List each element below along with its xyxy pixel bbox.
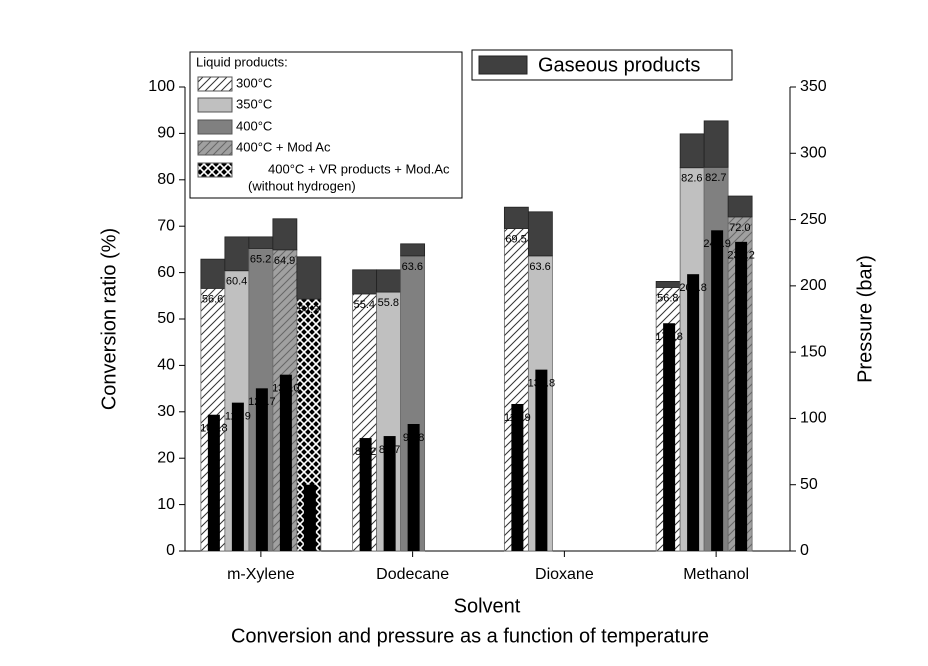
x-tick-label: Methanol xyxy=(683,566,749,583)
gas-bar xyxy=(224,236,250,272)
data-label: 64.9 xyxy=(274,255,295,267)
y-tick-label: 30 xyxy=(157,403,175,420)
x-tick-label: Dioxane xyxy=(535,566,594,583)
data-label: 55.8 xyxy=(378,297,399,309)
y-tick-label: 70 xyxy=(157,217,175,234)
y2-tick-label: 250 xyxy=(800,211,827,228)
y-tick-label: 90 xyxy=(157,125,175,142)
data-label: 63.6 xyxy=(529,261,550,273)
data-label: 82.7 xyxy=(705,172,726,184)
data-label: 60.4 xyxy=(226,276,247,288)
gas-legend-label: Gaseous products xyxy=(538,54,700,76)
data-label: 102.8 xyxy=(200,423,228,435)
pressure-bar xyxy=(535,369,548,551)
gas-bar xyxy=(352,269,378,295)
y2-tick-label: 300 xyxy=(800,145,827,162)
gas-bar xyxy=(296,256,322,300)
y-tick-label: 50 xyxy=(157,310,175,327)
data-label: 55.4 xyxy=(354,299,375,311)
pressure-bar xyxy=(231,402,244,551)
data-label: 72.0 xyxy=(729,222,750,234)
legend-swatch xyxy=(197,76,233,92)
data-label: 56.8 xyxy=(657,292,678,304)
gas-bar xyxy=(703,120,729,168)
gas-bar xyxy=(200,258,226,289)
gas-bar xyxy=(527,211,553,257)
data-label: 95.8 xyxy=(403,432,424,444)
y2-axis-title: Pressure (bar) xyxy=(854,255,876,383)
chart-title: Conversion and pressure as a function of… xyxy=(231,625,709,647)
gas-bar xyxy=(679,133,705,169)
pressure-bar xyxy=(687,274,700,551)
data-label: 136.8 xyxy=(528,378,556,390)
legend-swatch xyxy=(197,97,233,113)
data-label: 171.8 xyxy=(655,331,683,343)
pressure-bar xyxy=(359,438,372,551)
legend-swatch xyxy=(197,140,233,156)
data-label: 54.3 xyxy=(298,304,319,316)
legend-swatch xyxy=(197,119,233,135)
data-label: 56.6 xyxy=(202,293,223,305)
pressure-bar xyxy=(207,414,220,551)
y-tick-label: 20 xyxy=(157,449,175,466)
pressure-bar xyxy=(735,241,748,551)
pressure-bar xyxy=(407,423,420,551)
gas-bar xyxy=(655,281,681,288)
pressure-bar xyxy=(279,374,292,551)
legend-note: (without hydrogen) xyxy=(248,178,356,193)
data-label: 233.2 xyxy=(727,250,755,262)
y-tick-label: 0 xyxy=(166,542,175,559)
pressure-bar xyxy=(255,388,268,551)
y2-tick-label: 100 xyxy=(800,410,827,427)
gas-bar xyxy=(503,206,529,229)
y-tick-label: 10 xyxy=(157,496,175,513)
gas-bar xyxy=(400,243,426,257)
pressure-bar xyxy=(511,403,524,551)
data-label: 69.5 xyxy=(505,233,526,245)
data-label: 110.9 xyxy=(504,412,531,424)
y-tick-label: 100 xyxy=(148,78,175,95)
data-label: 63.6 xyxy=(402,261,423,273)
legend-swatch xyxy=(197,162,233,178)
y2-tick-label: 0 xyxy=(800,542,809,559)
legend-label: 400°C + VR products + Mod.Ac xyxy=(268,161,450,176)
gas-bar xyxy=(272,218,298,251)
y2-tick-label: 150 xyxy=(800,343,827,360)
pressure-bar xyxy=(303,484,316,551)
data-label: 241.9 xyxy=(703,238,731,250)
pressure-bar xyxy=(711,230,724,552)
data-label: 208.8 xyxy=(679,282,707,294)
data-label: 111.9 xyxy=(225,411,251,423)
legend-label: 300°C xyxy=(236,75,272,90)
data-label: 82.6 xyxy=(681,173,702,185)
legend-title: Liquid products: xyxy=(196,54,288,69)
x-tick-label: Dodecane xyxy=(376,566,449,583)
pressure-bar xyxy=(663,323,676,551)
data-label: 85.2 xyxy=(355,446,376,458)
y2-tick-label: 200 xyxy=(800,277,827,294)
x-tick-label: m-Xylene xyxy=(227,566,295,583)
gas-bar xyxy=(727,195,753,218)
y2-tick-label: 350 xyxy=(800,78,827,95)
y-tick-label: 80 xyxy=(157,171,175,188)
gas-bar xyxy=(376,269,402,293)
y2-tick-label: 50 xyxy=(800,476,818,493)
legend-label: 350°C xyxy=(236,96,272,111)
gas-bar xyxy=(248,236,274,249)
legend-box xyxy=(189,51,463,199)
legend-label: 400°C + Mod Ac xyxy=(236,139,331,154)
y-tick-label: 40 xyxy=(157,357,175,374)
data-label: 86.7 xyxy=(379,444,400,456)
pressure-bar xyxy=(383,436,396,551)
data-label: 65.2 xyxy=(250,253,271,265)
y-tick-label: 60 xyxy=(157,264,175,281)
gas-legend-swatch xyxy=(478,55,528,75)
x-axis-title: Solvent xyxy=(454,595,521,617)
data-label: 133.0 xyxy=(272,383,300,395)
legend-label: 400°C xyxy=(236,118,272,133)
y-axis-title: Conversion ratio (%) xyxy=(98,228,120,410)
data-label: 122.7 xyxy=(248,396,276,408)
